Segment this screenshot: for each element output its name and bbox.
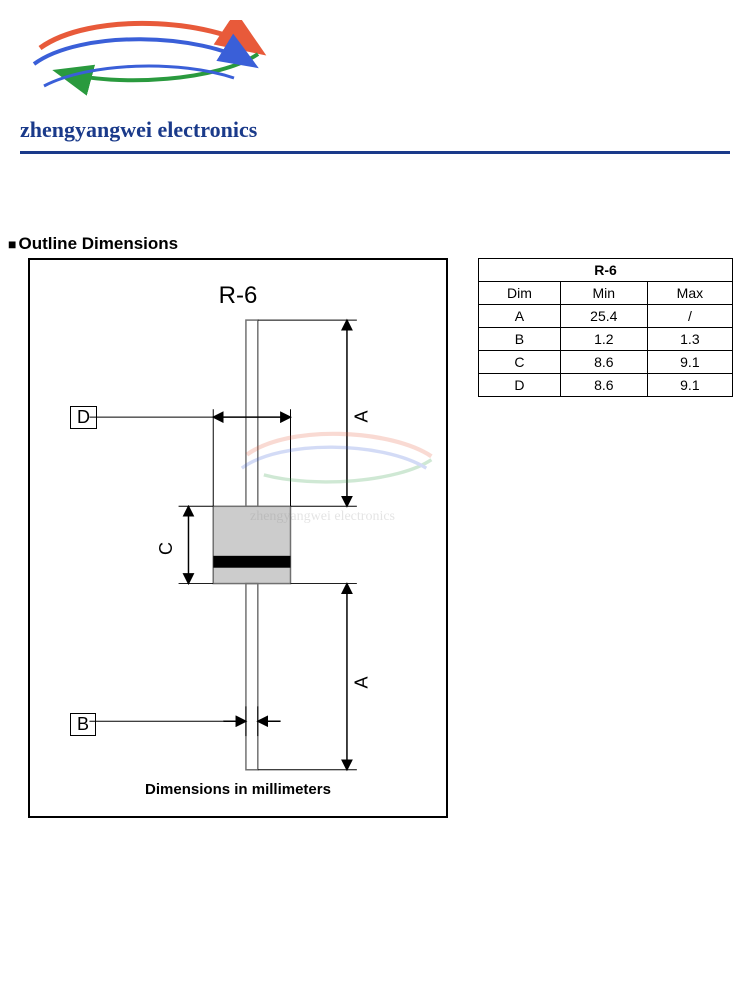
dim-label-c: C <box>156 542 177 555</box>
dim-label-b: B <box>70 713 96 736</box>
table-header-row: Dim Min Max <box>479 282 733 305</box>
dim-label-d: D <box>70 406 97 429</box>
dim-label-a-upper: A <box>352 410 373 422</box>
company-name: zhengyangwei electronics <box>20 117 730 154</box>
outline-diagram: R-6 <box>28 258 448 818</box>
logo-swirl-icon <box>20 20 280 110</box>
col-max: Max <box>647 282 732 305</box>
section-title-text: Outline Dimensions <box>18 234 178 253</box>
col-min: Min <box>560 282 647 305</box>
dimensions-table: R-6 Dim Min Max A 25.4 / B 1.2 1.3 C 8.6… <box>478 258 733 397</box>
content-row: R-6 <box>0 254 750 818</box>
dim-label-a-lower: A <box>352 676 373 688</box>
table-row: A 25.4 / <box>479 305 733 328</box>
section-title: ■Outline Dimensions <box>0 234 750 254</box>
col-dim: Dim <box>479 282 561 305</box>
table-row: D 8.6 9.1 <box>479 374 733 397</box>
diagram-footer: Dimensions in millimeters <box>145 781 331 798</box>
header: zhengyangwei electronics <box>0 0 750 164</box>
table-title: R-6 <box>479 259 733 282</box>
diagram-title: R-6 <box>219 282 258 310</box>
bullet-icon: ■ <box>8 236 16 252</box>
table-row: C 8.6 9.1 <box>479 351 733 374</box>
table-row: B 1.2 1.3 <box>479 328 733 351</box>
